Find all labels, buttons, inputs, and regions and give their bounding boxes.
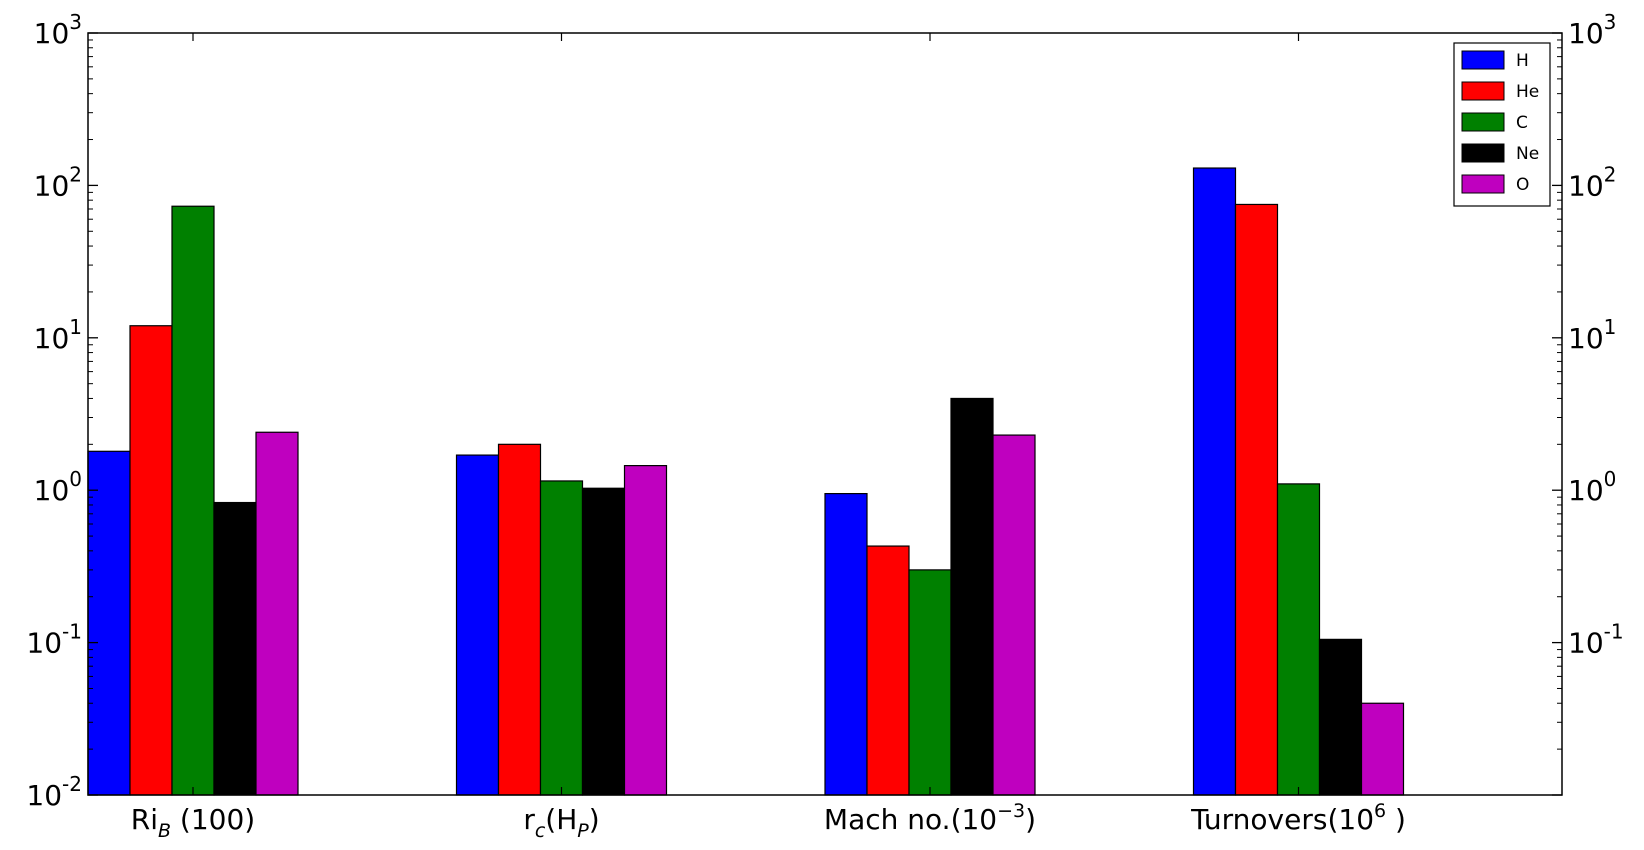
bar-c-3 — [1276, 483, 1321, 796]
left-tick-label: 10-2 — [26, 772, 82, 812]
left-tick-label: 103 — [34, 10, 82, 50]
legend-label-h: H — [1516, 51, 1529, 71]
bar-he-1 — [497, 443, 542, 796]
bar-ne-0 — [213, 501, 257, 796]
plot-frame — [87, 32, 1563, 796]
legend-swatch-h — [1461, 50, 1505, 70]
bar-o-2 — [992, 434, 1036, 796]
axes-group: 10-2 10-1 100 101 102 103 10-1 100 101 102 103 RiB … — [26, 10, 1623, 842]
bar-ne-3 — [1318, 638, 1363, 796]
legend-swatch-o — [1461, 174, 1505, 194]
bar-ne-1 — [581, 487, 626, 796]
left-tick-label: 10-1 — [26, 620, 82, 660]
category-label: Turnovers(106 ) — [1190, 800, 1406, 836]
bar-he-2 — [866, 545, 910, 796]
right-tick-label: 100 — [1568, 467, 1616, 507]
bar-o-1 — [623, 465, 668, 796]
legend-label-he: He — [1516, 82, 1539, 102]
bar-he-3 — [1234, 203, 1279, 796]
right-tick-label: 103 — [1568, 10, 1616, 50]
bar-o-0 — [255, 431, 299, 796]
legend-swatch-ne — [1461, 143, 1505, 163]
bar-he-0 — [129, 325, 173, 796]
left-tick-label: 102 — [34, 162, 82, 202]
category-label: Mach no.(10−3) — [824, 800, 1036, 836]
bar-h-3 — [1192, 167, 1237, 796]
category-label: rc(HP) — [523, 803, 599, 842]
legend: H He C Ne O — [1453, 42, 1551, 207]
left-tick-label: 101 — [34, 315, 82, 355]
right-tick-label: 10-1 — [1568, 620, 1624, 660]
bar-c-1 — [539, 480, 584, 796]
legend-swatch-he — [1461, 81, 1505, 101]
bars-group — [87, 167, 1405, 796]
right-tick-label: 102 — [1568, 162, 1616, 202]
bar-c-0 — [171, 205, 215, 796]
legend-label-o: O — [1516, 175, 1529, 195]
legend-label-c: C — [1516, 113, 1528, 133]
bar-c-2 — [908, 569, 952, 796]
bar-h-1 — [455, 454, 500, 796]
left-tick-label: 100 — [34, 467, 82, 507]
legend-label-ne: Ne — [1516, 144, 1539, 164]
right-tick-label: 101 — [1568, 315, 1616, 355]
bar-ne-2 — [950, 397, 994, 796]
category-label: RiB (100) — [131, 803, 255, 842]
legend-swatch-c — [1461, 112, 1505, 132]
bar-h-0 — [87, 450, 131, 796]
bar-h-2 — [824, 492, 868, 796]
bar-o-3 — [1360, 702, 1405, 796]
